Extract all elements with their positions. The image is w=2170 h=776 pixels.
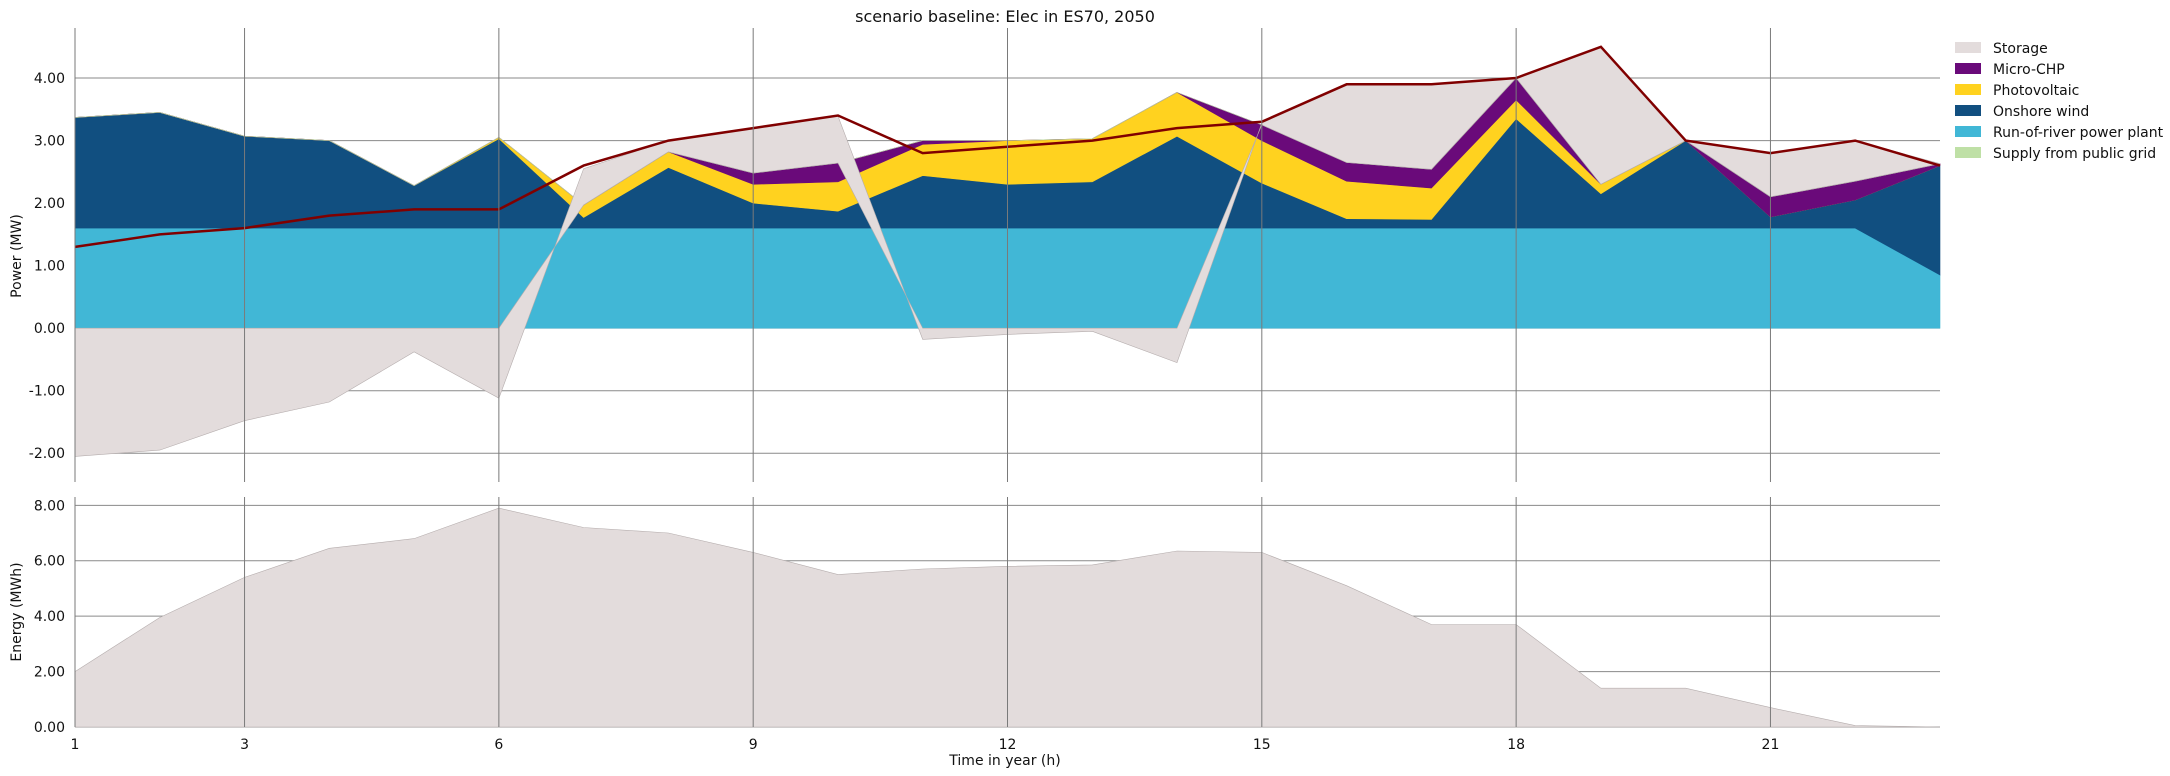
x-tick-label: 6 [494,737,503,753]
legend-label-micro-chp: Micro-CHP [1993,62,2065,78]
legend-label-onshore-wind: Onshore wind [1993,104,2089,120]
legend-swatch-photovoltaic [1955,84,1981,95]
y-tick-label: 3.00 [34,134,65,150]
power-axis-label: Power (MW) [9,214,25,298]
power-panel: -2.00 -1.00 0.00 1.00 2.00 3.00 4.00 [29,28,1941,482]
chart-title: scenario baseline: Elec in ES70, 2050 [855,7,1155,26]
legend-swatch-micro-chp [1955,63,1981,74]
legend: Storage Micro-CHP Photovoltaic Onshore wind… [1955,41,2164,162]
x-tick-label: 3 [240,737,249,753]
legend-swatch-onshore-wind [1955,105,1981,116]
legend-label-run-of-river-power-plant: Run-of-river power plant [1993,125,2164,141]
y-tick-label: 6.00 [34,554,65,570]
energy-panel: 0.00 2.00 4.00 6.00 8.00 1 3 6 9 12 15 18 21 [34,497,1941,753]
y-tick-label: 2.00 [34,196,65,212]
legend-swatch-supply-from-public-grid [1955,147,1981,158]
x-axis-label: Time in year (h) [948,753,1060,769]
energy-axis-label: Energy (MWh) [9,562,25,661]
y-tick-label: 1.00 [34,259,65,275]
legend-swatch-storage [1955,42,1981,53]
x-tick-label: 9 [749,737,758,753]
y-tick-label: 0.00 [34,720,65,736]
y-tick-label: 2.00 [34,665,65,681]
x-tick-label: 15 [1253,737,1271,753]
y-tick-label: 4.00 [34,609,65,625]
legend-label-storage: Storage [1993,41,2048,57]
x-tick-label: 18 [1507,737,1525,753]
y-tick-label: -2.00 [29,446,65,462]
x-tick-label: 12 [999,737,1017,753]
y-tick-label: 8.00 [34,498,65,514]
x-tick-label: 21 [1762,737,1780,753]
x-tick-label: 1 [71,737,80,753]
y-tick-label: 0.00 [34,321,65,337]
legend-label-photovoltaic: Photovoltaic [1993,83,2079,99]
legend-label-supply-from-public-grid: Supply from public grid [1993,146,2156,162]
legend-swatch-run-of-river-power-plant [1955,126,1981,137]
y-tick-label: -1.00 [29,384,65,400]
y-tick-label: 4.00 [34,71,65,87]
